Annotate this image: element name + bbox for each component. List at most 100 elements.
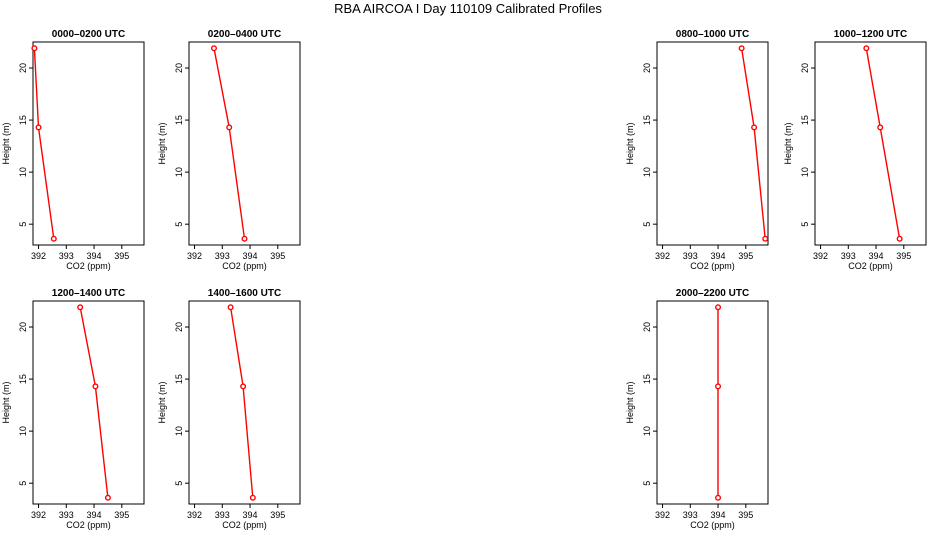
- chart-panel-1: 0000–0200 UTC 392 393 394 395 5 10 15 20 CO2 (ppm…: [1, 29, 145, 271]
- data-point: [715, 304, 722, 311]
- plot-frame: [814, 41, 927, 246]
- y-tick-label: 15: [642, 374, 652, 384]
- x-tick-label: 395: [738, 251, 753, 261]
- y-tick-label: 5: [174, 481, 184, 486]
- x-tick-label: 395: [114, 510, 129, 520]
- data-point: [762, 235, 769, 242]
- x-tick-label: 394: [869, 251, 884, 261]
- series-line: [33, 48, 55, 239]
- panel-title: 1400–1600 UTC: [208, 288, 281, 299]
- y-tick-label: 5: [642, 222, 652, 227]
- y-tick-label: 5: [18, 481, 28, 486]
- y-tick-label: 20: [642, 322, 652, 332]
- x-axis-label: CO2 (ppm): [222, 520, 267, 530]
- y-tick-label: 10: [642, 426, 652, 436]
- y-tick-label: 10: [174, 167, 184, 177]
- x-tick-label: 394: [87, 251, 102, 261]
- plot-frame: [32, 300, 145, 505]
- panel-title: 0000–0200 UTC: [52, 29, 125, 40]
- x-axis-label: CO2 (ppm): [690, 261, 735, 271]
- x-tick-label: 395: [896, 251, 911, 261]
- series-line: [740, 48, 766, 239]
- panel-title: 0200–0400 UTC: [208, 29, 281, 40]
- plot-frame: [188, 41, 301, 246]
- data-point: [92, 383, 99, 390]
- x-tick-label: 395: [270, 510, 285, 520]
- panel-title: 1200–1400 UTC: [52, 288, 125, 299]
- y-tick-label: 15: [18, 115, 28, 125]
- x-axis-label: CO2 (ppm): [66, 520, 111, 530]
- x-tick-label: 394: [243, 510, 258, 520]
- data-point: [877, 124, 884, 131]
- series-line: [213, 48, 246, 239]
- y-tick-label: 10: [800, 167, 810, 177]
- data-point: [77, 304, 84, 311]
- y-tick-label: 20: [18, 63, 28, 73]
- series-line: [79, 307, 109, 498]
- x-axis-label: CO2 (ppm): [222, 261, 267, 271]
- y-tick-label: 15: [174, 374, 184, 384]
- x-axis-label: CO2 (ppm): [690, 520, 735, 530]
- x-axis-label: CO2 (ppm): [66, 261, 111, 271]
- y-tick-label: 20: [174, 322, 184, 332]
- y-tick-label: 15: [800, 115, 810, 125]
- page-title: RBA AIRCOA I Day 110109 Calibrated Profi…: [334, 1, 602, 16]
- data-point: [249, 494, 256, 501]
- x-tick-label: 393: [215, 251, 230, 261]
- y-axis-label: Height (m): [625, 122, 635, 164]
- x-tick-label: 395: [738, 510, 753, 520]
- x-tick-label: 393: [59, 510, 74, 520]
- data-point: [31, 45, 38, 52]
- y-tick-label: 15: [642, 115, 652, 125]
- x-tick-label: 393: [683, 510, 698, 520]
- y-tick-label: 5: [800, 222, 810, 227]
- x-tick-label: 392: [655, 251, 670, 261]
- chart-panel-5: 1200–1400 UTC 392 393 394 395 5 10 15 20 CO2 (ppm…: [1, 288, 145, 530]
- data-point: [240, 383, 247, 390]
- y-tick-label: 15: [174, 115, 184, 125]
- data-point: [715, 383, 722, 390]
- data-point: [863, 45, 870, 52]
- plot-frame: [32, 41, 145, 246]
- plot-frame: [656, 41, 769, 246]
- chart-panel-2: 0200–0400 UTC 392 393 394 395 5 10 15 20 CO2 (ppm…: [157, 29, 301, 271]
- data-point: [35, 124, 42, 131]
- x-tick-label: 395: [114, 251, 129, 261]
- y-tick-label: 20: [174, 63, 184, 73]
- y-axis-label: Height (m): [625, 381, 635, 423]
- x-tick-label: 394: [243, 251, 258, 261]
- panel-title: 2000–2200 UTC: [676, 288, 749, 299]
- x-axis-label: CO2 (ppm): [848, 261, 893, 271]
- panel-title: 0800–1000 UTC: [676, 29, 749, 40]
- data-point: [241, 235, 248, 242]
- data-point: [738, 45, 745, 52]
- data-point: [751, 124, 758, 131]
- y-axis-label: Height (m): [783, 122, 793, 164]
- y-tick-label: 5: [174, 222, 184, 227]
- data-point: [227, 304, 234, 311]
- x-tick-label: 394: [87, 510, 102, 520]
- data-point: [896, 235, 903, 242]
- plot-frame: [656, 300, 769, 505]
- y-axis-label: Height (m): [1, 381, 11, 423]
- y-axis-label: Height (m): [1, 122, 11, 164]
- data-point: [715, 494, 722, 501]
- data-point: [50, 235, 57, 242]
- data-point: [210, 45, 217, 52]
- chart-panel-7: 2000–2200 UTC 392 393 394 395 5 10 15 20 CO2 (ppm…: [625, 288, 769, 530]
- y-tick-label: 20: [800, 63, 810, 73]
- y-tick-label: 10: [18, 167, 28, 177]
- y-axis-label: Height (m): [157, 122, 167, 164]
- y-tick-label: 10: [642, 167, 652, 177]
- x-tick-label: 393: [841, 251, 856, 261]
- chart-panel-4: 1000–1200 UTC 392 393 394 395 5 10 15 20 CO2 (ppm…: [783, 29, 927, 271]
- chart-panel-6: 1400–1600 UTC 392 393 394 395 5 10 15 20 CO2 (ppm…: [157, 288, 301, 530]
- series-line: [229, 307, 254, 498]
- x-tick-label: 393: [215, 510, 230, 520]
- y-tick-label: 10: [18, 426, 28, 436]
- y-axis-label: Height (m): [157, 381, 167, 423]
- y-tick-label: 15: [18, 374, 28, 384]
- y-tick-label: 20: [642, 63, 652, 73]
- panel-title: 1000–1200 UTC: [834, 29, 907, 40]
- x-tick-label: 392: [31, 510, 46, 520]
